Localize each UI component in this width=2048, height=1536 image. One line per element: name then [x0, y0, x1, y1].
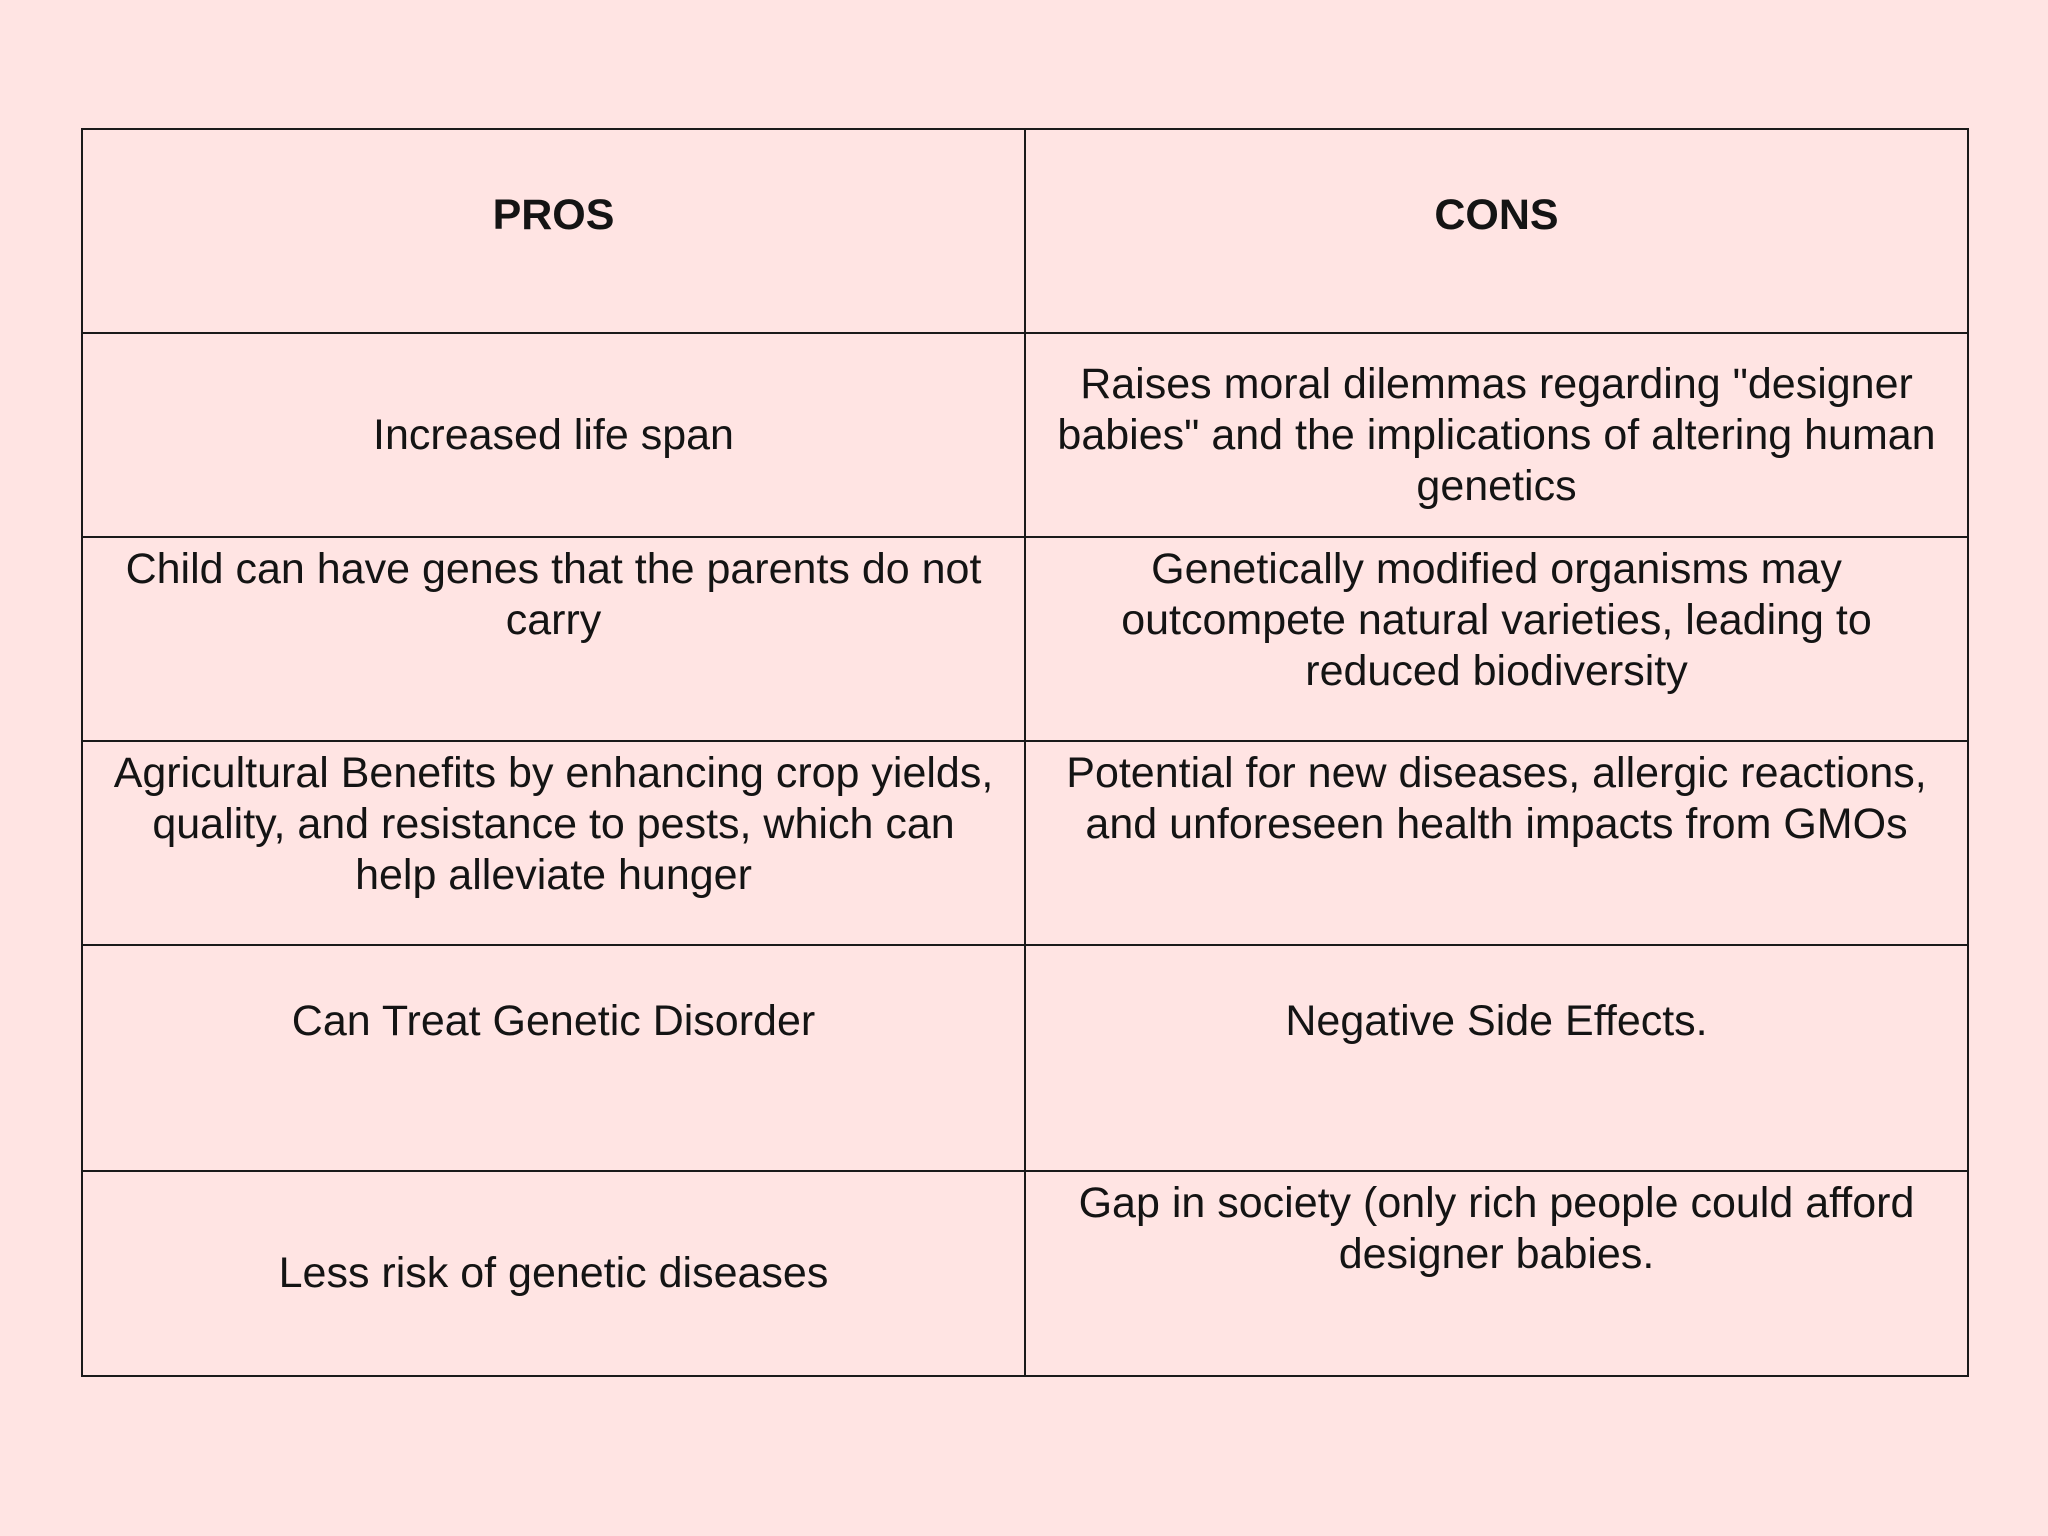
pro-cell: Child can have genes that the parents do…	[81, 536, 1026, 742]
pro-cell: Can Treat Genetic Disorder	[81, 944, 1026, 1172]
table-row: Agricultural Benefits by enhancing crop …	[81, 740, 1969, 946]
pros-cons-table-container: PROS CONS Increased life span Raises mor…	[81, 128, 1969, 1377]
con-cell: Raises moral dilemmas regarding "designe…	[1024, 332, 1969, 538]
pros-header: PROS	[81, 128, 1026, 334]
table-row: Less risk of genetic diseases Gap in soc…	[81, 1170, 1969, 1377]
table-row: Increased life span Raises moral dilemma…	[81, 332, 1969, 538]
con-cell: Negative Side Effects.	[1024, 944, 1969, 1172]
table-header-row: PROS CONS	[81, 128, 1969, 334]
table-row: Can Treat Genetic Disorder Negative Side…	[81, 944, 1969, 1172]
con-cell: Gap in society (only rich people could a…	[1024, 1170, 1969, 1377]
pro-cell: Agricultural Benefits by enhancing crop …	[81, 740, 1026, 946]
pro-cell: Increased life span	[81, 332, 1026, 538]
con-cell: Potential for new diseases, allergic rea…	[1024, 740, 1969, 946]
cons-header: CONS	[1024, 128, 1969, 334]
pros-cons-table: PROS CONS Increased life span Raises mor…	[81, 128, 1969, 1377]
pro-cell: Less risk of genetic diseases	[81, 1170, 1026, 1377]
con-cell: Genetically modified organisms may outco…	[1024, 536, 1969, 742]
table-row: Child can have genes that the parents do…	[81, 536, 1969, 742]
